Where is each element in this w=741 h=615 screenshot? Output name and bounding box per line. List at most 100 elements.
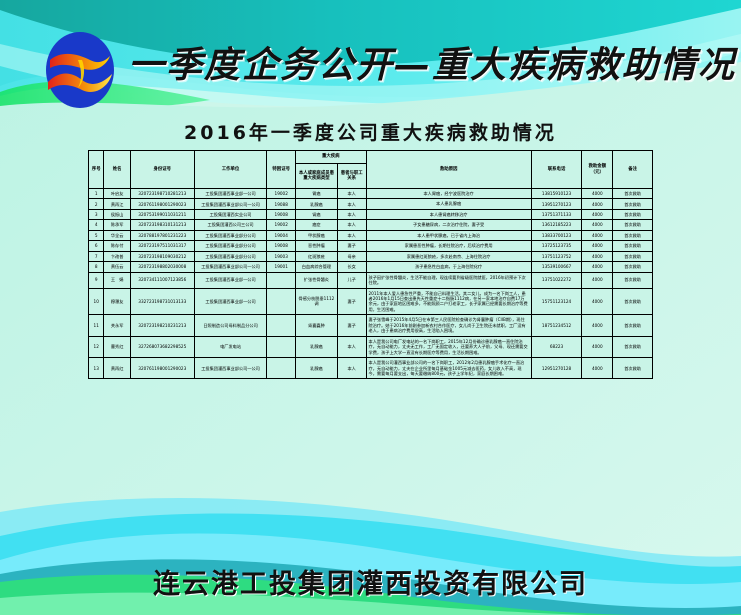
cell-relation: 本人 <box>336 208 367 221</box>
cell-reason: 本人患甲状腺癌，已于省内上海治 <box>365 229 532 242</box>
cell-id: 320723198109030212 <box>129 250 195 263</box>
cell-no: 11 <box>87 314 105 337</box>
cell-poor-cert: 19002 <box>266 219 297 231</box>
banner: 一季度企务公开—重大疾病救助情况 <box>0 0 741 112</box>
cell-relation: 本人 <box>336 187 367 200</box>
cell-disease-type: 肾囊嚢肿 <box>295 314 338 337</box>
cell-disease-type: 乳腺癌 <box>295 357 338 380</box>
cell-amount: 4000 <box>581 219 614 231</box>
cell-unit: 工投集团灌西实业公司 <box>193 208 268 221</box>
cell-unit: 工投集团灌西事业部公司一公司 <box>193 198 268 210</box>
cell-no: 12 <box>87 335 105 359</box>
cell-note: 首次救助 <box>612 219 653 231</box>
cell-id: 320753199011031211 <box>129 208 195 221</box>
footer-company-name: 连云港工投集团灌西投资有限公司 <box>153 569 588 600</box>
cell-name: 侯振山 <box>103 208 131 221</box>
col-header-no: 序号 <box>87 150 105 189</box>
cell-amount: 4000 <box>581 314 614 337</box>
cell-relation: 母亲 <box>336 250 367 263</box>
table-row: 11 关永军 320723198210231213 日照制造公司母料制品分公司 肾囊嚢肿… <box>87 314 653 337</box>
cell-no: 9 <box>87 271 105 289</box>
cell-note: 首次救助 <box>612 208 653 221</box>
cell-reason: 孩子因扩张性骨髓炎，生活不能自理，现连续要到省级医院就医，2016年初预计下次住… <box>365 271 532 289</box>
cell-disease-type: 甲状腺癌 <box>295 229 338 242</box>
table-row: 13 黄再红 320761198001290023 工投集团灌西事业部公司一公司 乳腺癌… <box>87 357 653 380</box>
cell-disease-type: 红斑狼疮 <box>295 250 338 263</box>
cell-poor-cert: 19002 <box>266 187 297 200</box>
cell-poor-cert: 19001 <box>266 261 297 273</box>
cell-tel: 13539100667 <box>530 261 583 273</box>
cell-no: 2 <box>87 198 105 210</box>
cell-note: 首次救助 <box>612 287 653 316</box>
cell-poor-cert: 19008 <box>266 208 297 221</box>
cell-disease-type: 胃癌 <box>295 187 338 200</box>
cell-amount: 4000 <box>581 335 614 359</box>
col-header-note: 备注 <box>612 150 653 189</box>
cell-disease-type: 癌症 <box>295 219 338 231</box>
cell-relation: 本人 <box>336 335 367 359</box>
cell-reason: 子女患糖尿病，二次治疗住院，妻子受 <box>365 219 532 231</box>
cell-reason: 本人患肾癌转移治疗 <box>365 208 532 221</box>
cell-poor-cert: 19004 <box>266 229 297 242</box>
cell-note: 首次救助 <box>612 229 653 242</box>
cell-reason: 本人是我公司灌西事业部公司的一名下岗职工，2012年2月患乳腺癌手术化疗一直治疗… <box>365 357 532 380</box>
cell-disease-type: 恶性肿瘤 <box>295 240 338 252</box>
cell-relation: 本人 <box>336 198 367 210</box>
table-row: 4 陈承军 320723198310131213 工投集团灌西公司三公司 19002 癌症… <box>87 219 653 231</box>
cell-unit: 工投集团灌西公司三公司 <box>193 219 268 231</box>
table-row: 5 华全云 320788197801231223 工投集团灌西事业部分公司 19004 甲… <box>87 229 653 242</box>
cell-relation: 本人 <box>336 219 367 231</box>
table-row: 7 卞改普 320723198109030212 工投集团灌西事业部分公司 19003 红… <box>87 250 653 263</box>
cell-disease-type: 乳腺癌 <box>295 198 338 210</box>
cell-name: 卞改普 <box>103 250 131 263</box>
cell-amount: 4000 <box>581 271 614 289</box>
page-title: 2016年一季度公司重大疾病救助情况 <box>184 122 557 144</box>
cell-reason: 本人是我公司电厂发电站的一名下岗职工，2015年12月份确诊患乳腺癌一直住院治疗… <box>365 335 532 359</box>
cell-unit: 工投集团灌西事业部分公司 <box>193 250 268 263</box>
relief-table: 序号 姓名 身份证号 工作单位 特困证号 重大疾病 救助原因 联系电话 救助金额… <box>87 150 653 380</box>
cell-reason: 本人患乳腺癌 <box>365 198 532 210</box>
cell-relation: 本人 <box>336 357 367 380</box>
table-row: 12 曹秀红 327268073682298525 电厂发电站 乳腺癌 本人 本人是我公司电… <box>87 335 653 359</box>
cell-amount: 4000 <box>581 208 614 221</box>
cell-relation: 妻子 <box>336 240 367 252</box>
cell-poor-cert: 19088 <box>266 198 297 210</box>
cell-name: 王 娟 <box>103 271 131 289</box>
cell-disease-type: 白血病综合管理 <box>295 261 338 273</box>
cell-name: 黄伍云 <box>103 261 131 273</box>
cell-relation: 妻子 <box>336 314 367 337</box>
cell-name: 曹秀红 <box>103 335 131 359</box>
cell-name: 黄再江 <box>103 198 131 210</box>
cell-reason: 本人胃癌，经宁波医院治疗 <box>365 187 532 200</box>
cell-id: 320761198001290023 <box>129 357 195 380</box>
cell-amount: 4000 <box>581 198 614 210</box>
cell-name: 叶启友 <box>103 187 131 200</box>
cell-reason: 孩子患急性白血病，于上海住院化疗 <box>365 261 532 273</box>
cell-poor-cert: 19008 <box>266 240 297 252</box>
cell-id: 332723198731013133 <box>129 287 195 316</box>
cell-unit: 工投集团灌西事业部一公司 <box>193 187 268 200</box>
cell-reason: 家属患红斑狼疮，多次赴南京、上海住院治疗 <box>365 250 532 263</box>
cell-tel: 13725123735 <box>530 240 583 252</box>
col-header-reason: 救助原因 <box>365 150 532 189</box>
cell-poor-cert <box>266 357 297 380</box>
cell-relation: 妻子 <box>336 287 367 316</box>
cell-unit: 工投集团灌西事业部一公司 <box>193 287 268 316</box>
col-header-name: 姓名 <box>103 150 131 189</box>
cell-poor-cert <box>266 287 297 316</box>
cell-note: 首次救助 <box>612 261 653 273</box>
cell-amount: 4000 <box>581 261 614 273</box>
cell-name: 关永军 <box>103 314 131 337</box>
cell-unit: 工投集团灌西事业部分公司 <box>193 229 268 242</box>
cell-reason: 2011年本人爱人患急性严重，不能自己料理生活，其二女儿，成为一名下岗工人，患者… <box>365 287 532 316</box>
table-row: 6 陈存付 320723197511031317 工投集团灌西事业部分公司 19008 恶… <box>87 240 653 252</box>
cell-name: 穆瀑友 <box>103 287 131 316</box>
cell-tel: 68223 <box>530 335 583 359</box>
table-row: 1 叶启友 320723198710281213 工投集团灌西事业部一公司 19002 胃… <box>87 187 653 200</box>
cell-note: 首次救助 <box>612 250 653 263</box>
cell-amount: 4000 <box>581 357 614 380</box>
cell-poor-cert: 19003 <box>266 250 297 263</box>
cell-name: 陈存付 <box>103 240 131 252</box>
cell-name: 黄再红 <box>103 357 131 380</box>
table-head: 序号 姓名 身份证号 工作单位 特困证号 重大疾病 救助原因 联系电话 救助金额… <box>87 150 653 189</box>
